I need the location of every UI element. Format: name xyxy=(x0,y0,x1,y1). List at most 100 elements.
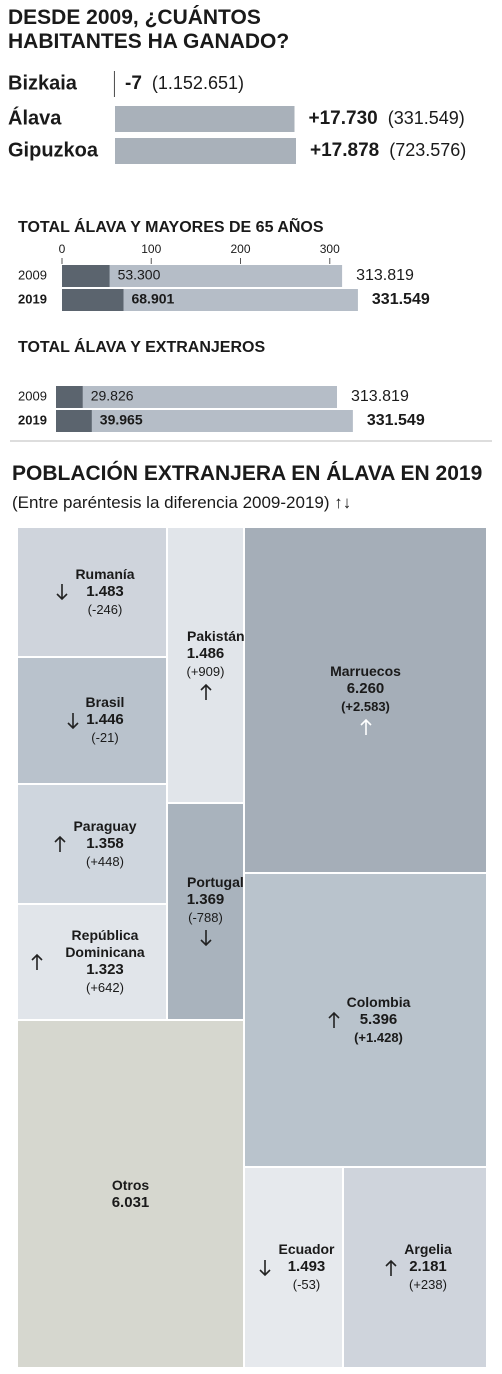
bar xyxy=(113,71,115,97)
treemap-cell: Marruecos 6.260 (+2.583) xyxy=(244,527,487,873)
sub-bar xyxy=(56,410,92,432)
sub-value-label: 53.300 xyxy=(118,267,161,283)
treemap-cell: Brasil 1.446 (-21) xyxy=(17,657,167,784)
item-name: Rumanía xyxy=(75,565,135,582)
item-diff: (-788) xyxy=(188,910,223,925)
cell-text: Portugal 1.369 (-788) xyxy=(186,874,244,927)
x-tick-label: 0 xyxy=(59,242,66,256)
item-diff: (-21) xyxy=(91,730,119,745)
item-name: Portugal xyxy=(186,874,244,890)
treemap-cell: Ecuador 1.493 (-53) xyxy=(244,1167,343,1368)
category-label: 2019 xyxy=(18,291,47,306)
sub-value-label: 29.826 xyxy=(91,388,134,404)
chart-title: TOTAL ÁLAVA Y EXTRANJEROS xyxy=(18,337,265,356)
cell-text: Argelia 2.181 (+238) xyxy=(404,1241,451,1294)
cell-text: Otros 6.031 xyxy=(112,1177,150,1212)
item-name: Otros xyxy=(111,1176,150,1193)
total-label: (723.576) xyxy=(389,140,466,160)
item-value: 6.031 xyxy=(111,1193,150,1211)
sub-value-label: 68.901 xyxy=(131,291,174,307)
value-label: 331.549 xyxy=(367,412,425,429)
treemap-cell: Pakistán 1.486 (+909) xyxy=(167,527,245,803)
item-value: 1.486 xyxy=(186,644,225,662)
category-label: 2009 xyxy=(18,388,47,403)
cell-text: Rumanía 1.483 (-246) xyxy=(75,566,134,619)
arrow-icon xyxy=(359,718,372,735)
item-diff: (+448) xyxy=(86,853,124,869)
bar xyxy=(115,138,296,164)
item-name: Pakistán xyxy=(186,627,245,644)
category-label: 2019 xyxy=(18,412,47,427)
total-bar xyxy=(62,265,343,287)
x-tick-label: 200 xyxy=(230,242,250,256)
treemap-cell: Paraguay 1.358 (+448) xyxy=(17,784,167,904)
treemap-cell: Portugal 1.369 (-788) xyxy=(167,803,244,1020)
item-name: Marruecos xyxy=(330,662,401,679)
item-diff: (-246) xyxy=(87,601,123,617)
cell-text: Brasil 1.446 (-21) xyxy=(86,694,125,747)
total-bar xyxy=(56,410,353,432)
total-label: (331.549) xyxy=(388,108,465,128)
treemap-title: POBLACIÓN EXTRANJERA EN ÁLAVA EN 2019 xyxy=(12,462,483,485)
chart-title: DESDE 2009, ¿CUÁNTOS HABITANTES HA GANAD… xyxy=(8,6,290,53)
total-bar xyxy=(62,289,358,311)
item-name: Argelia xyxy=(404,1241,452,1257)
treemap-cell: Rumanía 1.483 (-246) xyxy=(17,527,167,657)
value-label: +17.878 xyxy=(310,140,379,161)
category-label: 2009 xyxy=(18,267,47,282)
item-value: 6.260 xyxy=(346,679,385,697)
item-value: 1.446 xyxy=(86,711,124,728)
bar-charts: Bizkaia -7 (1.152.651) Álava +17.730 (331.549… xyxy=(8,71,492,442)
bar xyxy=(115,106,295,132)
item-name: Colombia xyxy=(346,993,411,1010)
cell-text: Pakistán 1.486 (+909) xyxy=(186,627,245,681)
item-diff: (+642) xyxy=(86,980,124,995)
cell-text: Ecuador 1.493 (-53) xyxy=(278,1241,334,1294)
item-value: 5.396 xyxy=(359,1010,398,1028)
treemap-subtitle: (Entre paréntesis la diferencia 2009-201… xyxy=(12,493,352,512)
arrow-icon xyxy=(56,584,69,601)
item-value: 1.323 xyxy=(86,961,124,978)
item-diff: (+2.583) xyxy=(341,698,390,714)
arrow-icon xyxy=(31,953,43,970)
treemap: Rumanía 1.483 (-246) Brasil 1.446 (-21) Paragu… xyxy=(17,527,487,1368)
sub-value-label: 39.965 xyxy=(100,412,143,428)
category-label: Álava xyxy=(8,106,62,129)
cell-text: Paraguay 1.358 (+448) xyxy=(73,818,136,871)
total-label: (1.152.651) xyxy=(152,73,244,93)
item-value: 1.369 xyxy=(186,891,225,908)
sub-bar xyxy=(62,289,124,311)
item-diff: (+909) xyxy=(186,663,225,679)
arrow-icon xyxy=(328,1011,340,1028)
cell-text: Marruecos 6.260 (+2.583) xyxy=(330,663,401,716)
item-value: 1.483 xyxy=(86,582,124,600)
item-diff: (-53) xyxy=(292,1277,321,1292)
item-name: Paraguay xyxy=(73,817,137,834)
arrow-icon xyxy=(385,1259,397,1276)
chart-title: TOTAL ÁLAVA Y MAYORES DE 65 AÑOS xyxy=(18,216,324,236)
item-diff: (+1.428) xyxy=(354,1029,403,1045)
total-bar xyxy=(56,386,337,408)
x-tick-label: 300 xyxy=(320,242,340,256)
item-name: Ecuador xyxy=(278,1241,335,1257)
treemap-cell: Otros 6.031 xyxy=(17,1020,244,1368)
cell-text: República Dominicana 1.323 (+642) xyxy=(50,927,160,997)
value-label: +17.730 xyxy=(309,108,378,129)
arrow-icon xyxy=(54,835,67,852)
sub-bar xyxy=(56,386,83,408)
item-name: Brasil xyxy=(85,694,125,710)
arrow-icon xyxy=(259,1259,272,1276)
item-name: República Dominicana xyxy=(65,927,145,960)
value-label: 313.819 xyxy=(351,388,409,405)
arrow-icon xyxy=(199,930,212,947)
value-label: -7 xyxy=(125,73,142,94)
category-label: Gipuzkoa xyxy=(8,139,99,161)
sub-bar xyxy=(62,265,110,287)
item-value: 1.358 xyxy=(86,834,124,852)
treemap-cell: Argelia 2.181 (+238) xyxy=(343,1167,487,1368)
value-label: 313.819 xyxy=(356,267,414,284)
x-tick-label: 100 xyxy=(141,242,161,256)
item-value: 1.493 xyxy=(287,1258,326,1275)
item-diff: (+238) xyxy=(409,1277,447,1292)
